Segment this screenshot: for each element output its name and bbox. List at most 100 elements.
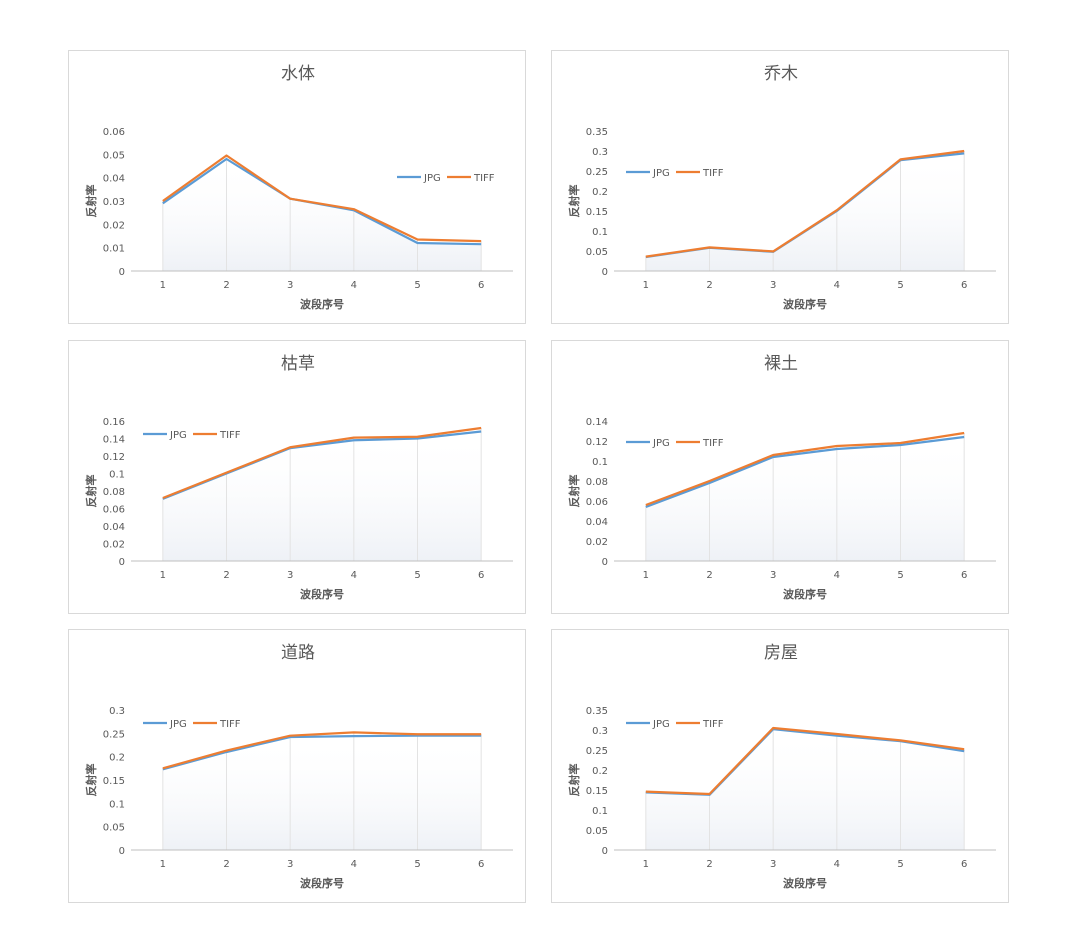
chart-panel-bare-soil: 裸土 0 0.02 0.04 0.06 0.08 0.1 0.12 0.14 1 2 3 4 5 6 波段序号… xyxy=(551,340,1009,614)
x-tick-label: 4 xyxy=(351,570,357,581)
x-tick-label: 1 xyxy=(643,570,649,581)
x-axis-title: 波段序号 xyxy=(300,587,344,601)
x-tick-label: 3 xyxy=(287,570,293,581)
y-tick-label: 0.12 xyxy=(103,452,125,463)
x-axis-title: 波段序号 xyxy=(783,876,827,890)
x-tick-label: 3 xyxy=(770,280,776,291)
y-tick-label: 0.1 xyxy=(592,457,608,468)
y-tick-label: 0.2 xyxy=(592,766,608,777)
x-axis-title: 波段序号 xyxy=(300,297,344,311)
chart-title: 道路 xyxy=(281,643,315,663)
series-line-jpg xyxy=(645,435,965,509)
y-tick-label: 0.04 xyxy=(586,517,608,528)
x-tick-label: 5 xyxy=(897,859,903,870)
x-axis-title: 波段序号 xyxy=(783,587,827,601)
y-tick-label: 0.2 xyxy=(109,753,125,764)
y-axis-title: 反射率 xyxy=(84,764,98,797)
x-tick-label: 1 xyxy=(643,280,649,291)
y-tick-label: 0.16 xyxy=(103,417,125,428)
x-tick-label: 6 xyxy=(478,859,484,870)
chart-title: 水体 xyxy=(281,64,315,84)
y-tick-label: 0.02 xyxy=(103,220,125,231)
y-tick-label: 0.14 xyxy=(103,435,125,446)
y-tick-label: 0.25 xyxy=(586,167,608,178)
y-tick-label: 0 xyxy=(119,267,125,278)
series-line-tiff xyxy=(645,726,965,796)
x-tick-label: 4 xyxy=(834,280,840,291)
x-tick-label: 1 xyxy=(160,280,166,291)
y-tick-label: 0.15 xyxy=(103,776,125,787)
area-fill xyxy=(645,153,965,271)
y-tick-label: 0.3 xyxy=(592,147,608,158)
chart-svg: 裸土 0 0.02 0.04 0.06 0.08 0.1 0.12 0.14 1 2 3 4 5 6 波段序号… xyxy=(567,354,996,601)
chart-svg: 水体 0 0.01 0.02 0.03 0.04 0.05 0.06 1 2 3 4 5 6 波段序号 反射率… xyxy=(84,64,513,311)
x-tick-label: 2 xyxy=(223,280,229,291)
x-tick-label: 5 xyxy=(414,280,420,291)
x-tick-label: 5 xyxy=(897,570,903,581)
x-tick-label: 4 xyxy=(834,570,840,581)
y-tick-label: 0.05 xyxy=(103,150,125,161)
y-axis-title: 反射率 xyxy=(567,475,581,508)
legend-label-jpg: JPG xyxy=(652,438,670,449)
y-tick-label: 0 xyxy=(602,846,608,857)
chart-panel-trees: 乔木 0 0.05 0.1 0.15 0.2 0.25 0.3 0.35 1 2 3 4 5 6 波段序号 反射… xyxy=(551,50,1009,324)
y-tick-label: 0.15 xyxy=(586,786,608,797)
x-tick-label: 3 xyxy=(770,859,776,870)
y-tick-label: 0 xyxy=(119,557,125,568)
y-tick-label: 0.1 xyxy=(109,799,125,810)
x-tick-label: 6 xyxy=(961,570,967,581)
area-fill xyxy=(162,735,482,850)
legend-label-tiff: TIFF xyxy=(702,168,724,179)
x-tick-label: 1 xyxy=(643,859,649,870)
x-tick-label: 1 xyxy=(160,859,166,870)
area-fill xyxy=(645,729,965,850)
y-tick-label: 0.04 xyxy=(103,174,125,185)
y-axis-title: 反射率 xyxy=(84,185,98,218)
y-tick-label: 0 xyxy=(119,846,125,857)
chart-title: 裸土 xyxy=(764,354,798,374)
y-tick-label: 0.25 xyxy=(103,729,125,740)
area-fill xyxy=(162,159,482,271)
y-tick-label: 0.01 xyxy=(103,244,125,255)
y-tick-label: 0.14 xyxy=(586,417,608,428)
chart-title: 枯草 xyxy=(281,354,315,374)
y-tick-label: 0.12 xyxy=(586,437,608,448)
series-line-tiff xyxy=(162,426,482,500)
chart-panel-dry-grass: 枯草 0 0.02 0.04 0.06 0.08 0.1 0.12 0.14 0.16 1 2 3 4 5 6… xyxy=(68,340,526,614)
legend-label-jpg: JPG xyxy=(169,719,187,730)
y-tick-label: 0 xyxy=(602,267,608,278)
area-fill xyxy=(162,431,482,561)
legend-label-tiff: TIFF xyxy=(473,173,495,184)
y-tick-label: 0.3 xyxy=(592,726,608,737)
area-fill xyxy=(645,437,965,561)
y-tick-label: 0.1 xyxy=(592,806,608,817)
y-tick-label: 0 xyxy=(602,557,608,568)
chart-title: 房屋 xyxy=(764,643,798,663)
x-tick-label: 1 xyxy=(160,570,166,581)
y-tick-label: 0.03 xyxy=(103,197,125,208)
x-tick-label: 4 xyxy=(351,280,357,291)
chart-svg: 房屋 0 0.05 0.1 0.15 0.2 0.25 0.3 0.35 1 2 3 4 5 6 波段序号 反射… xyxy=(567,643,996,890)
x-tick-label: 4 xyxy=(351,859,357,870)
x-tick-label: 3 xyxy=(770,570,776,581)
y-tick-label: 0.1 xyxy=(592,227,608,238)
y-axis-title: 反射率 xyxy=(84,475,98,508)
y-tick-label: 0.05 xyxy=(586,247,608,258)
y-tick-label: 0.06 xyxy=(586,497,608,508)
legend-label-tiff: TIFF xyxy=(219,719,241,730)
chart-svg: 乔木 0 0.05 0.1 0.15 0.2 0.25 0.3 0.35 1 2 3 4 5 6 波段序号 反射… xyxy=(567,64,996,311)
y-tick-label: 0.3 xyxy=(109,706,125,717)
chart-title: 乔木 xyxy=(764,64,798,84)
legend-label-jpg: JPG xyxy=(652,168,670,179)
y-tick-label: 0.08 xyxy=(586,477,608,488)
x-tick-label: 6 xyxy=(961,280,967,291)
series-line-tiff xyxy=(645,149,965,258)
x-tick-label: 5 xyxy=(414,859,420,870)
y-tick-label: 0.02 xyxy=(103,540,125,551)
x-tick-label: 4 xyxy=(834,859,840,870)
x-tick-label: 6 xyxy=(961,859,967,870)
y-tick-label: 0.35 xyxy=(586,127,608,138)
x-tick-label: 2 xyxy=(223,570,229,581)
y-tick-label: 0.35 xyxy=(586,706,608,717)
y-tick-label: 0.05 xyxy=(103,823,125,834)
